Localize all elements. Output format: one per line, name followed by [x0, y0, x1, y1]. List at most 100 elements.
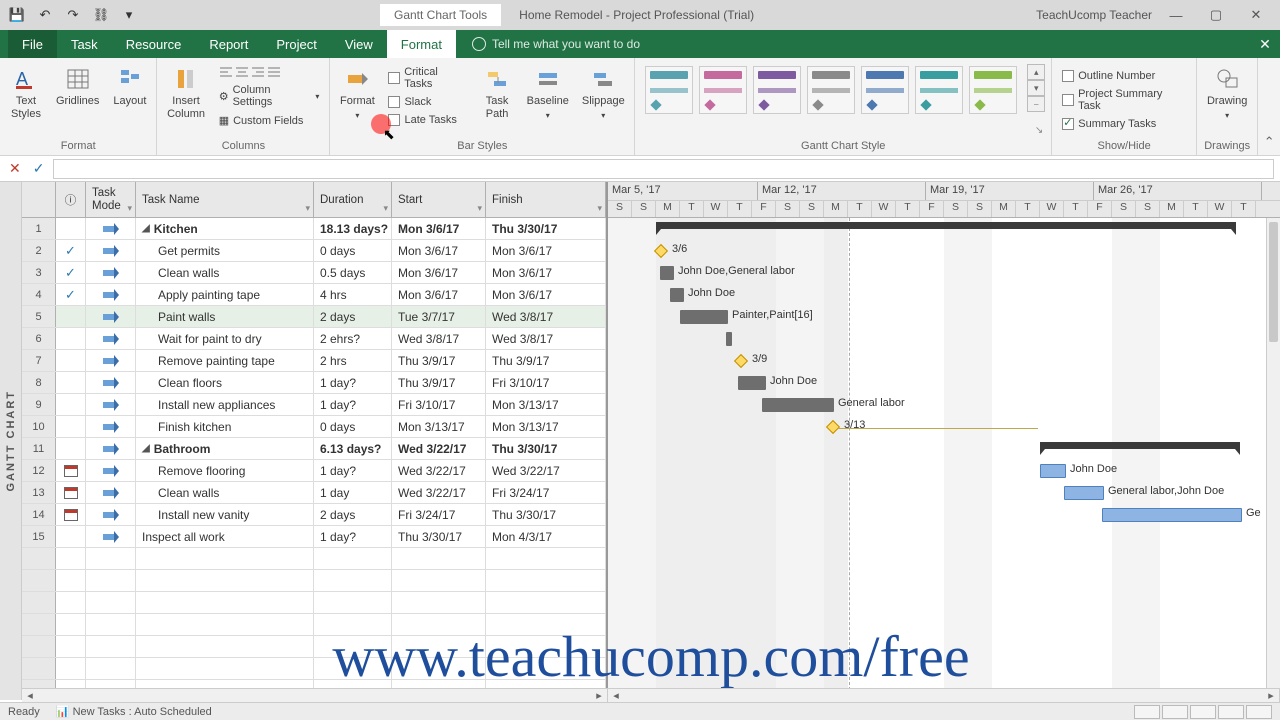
day-header: T	[1016, 201, 1040, 217]
style-swatch[interactable]	[969, 66, 1017, 114]
table-row[interactable]: 6Wait for paint to dry2 ehrs?Wed 3/8/17W…	[22, 328, 606, 350]
horizontal-scrollbar[interactable]: ◂▸ ◂▸	[22, 688, 1280, 702]
save-icon[interactable]: 💾	[6, 4, 28, 26]
style-swatch[interactable]	[645, 66, 693, 114]
group-launcher-style[interactable]: ↘	[641, 125, 1045, 136]
style-swatch[interactable]	[915, 66, 963, 114]
collapse-ribbon-icon[interactable]: ⌃	[1258, 58, 1280, 155]
bar-label: John Doe	[688, 287, 735, 299]
table-row[interactable]: 12Remove flooring1 day?Wed 3/22/17Wed 3/…	[22, 460, 606, 482]
auto-schedule-icon	[103, 399, 119, 411]
slack-checkbox[interactable]: Slack	[384, 94, 471, 110]
day-header: W	[1040, 201, 1064, 217]
entry-field[interactable]	[53, 159, 1274, 179]
summary-bar[interactable]	[656, 222, 1236, 229]
table-row[interactable]: 14Install new vanity2 daysFri 3/24/17Thu…	[22, 504, 606, 526]
tab-format[interactable]: Format	[387, 30, 456, 58]
close-button[interactable]: ✕	[1240, 4, 1272, 26]
undo-icon[interactable]: ↶	[34, 4, 56, 26]
table-row[interactable]: 4✓Apply painting tape4 hrsMon 3/6/17Mon …	[22, 284, 606, 306]
ribbon-close-button[interactable]: ✕	[1250, 30, 1280, 58]
table-row[interactable]: 15Inspect all work1 day?Thu 3/30/17Mon 4…	[22, 526, 606, 548]
insert-column-button[interactable]: Insert Column	[163, 62, 208, 120]
indicator-column-header[interactable]: ⓘ	[56, 182, 86, 217]
view-button-2[interactable]	[1162, 705, 1188, 719]
table-row[interactable]: 5Paint walls2 daysTue 3/7/17Wed 3/8/17	[22, 306, 606, 328]
tab-view[interactable]: View	[331, 30, 387, 58]
text-styles-button[interactable]: A Text Styles	[6, 62, 46, 120]
task-bar[interactable]	[762, 398, 834, 412]
accept-entry-button[interactable]: ✓	[30, 160, 48, 177]
duration-column-header[interactable]: Duration▾	[314, 182, 392, 217]
day-header: S	[776, 201, 800, 217]
task-bar[interactable]	[1102, 508, 1242, 522]
gridlines-button[interactable]: Gridlines	[52, 62, 103, 108]
outline-number-checkbox[interactable]: Outline Number	[1058, 68, 1190, 84]
maximize-button[interactable]: ▢	[1200, 4, 1232, 26]
view-button-5[interactable]	[1246, 705, 1272, 719]
task-path-button[interactable]: Task Path	[477, 62, 517, 120]
link-icon[interactable]: ⛓	[90, 4, 112, 26]
day-header: T	[1232, 201, 1256, 217]
summary-tasks-checkbox[interactable]: Summary Tasks	[1058, 116, 1190, 132]
task-name-column-header[interactable]: Task Name▾	[136, 182, 314, 217]
tab-file[interactable]: File	[8, 30, 57, 58]
table-row[interactable]: 2✓Get permits0 daysMon 3/6/17Mon 3/6/17	[22, 240, 606, 262]
auto-schedule-icon	[103, 509, 119, 521]
table-row[interactable]: 9Install new appliances1 day?Fri 3/10/17…	[22, 394, 606, 416]
cancel-entry-button[interactable]: ✕	[6, 160, 24, 177]
drawing-button[interactable]: Drawing▾	[1203, 62, 1251, 120]
tell-me-search[interactable]: Tell me what you want to do	[456, 30, 640, 58]
table-row[interactable]: 8Clean floors1 day?Thu 3/9/17Fri 3/10/17	[22, 372, 606, 394]
titlebar: 💾 ↶ ↷ ⛓ ▾ Gantt Chart Tools Home Remodel…	[0, 0, 1280, 30]
view-button-3[interactable]	[1190, 705, 1216, 719]
finish-column-header[interactable]: Finish▾	[486, 182, 606, 217]
qat-customize-icon[interactable]: ▾	[118, 4, 140, 26]
task-bar[interactable]	[680, 310, 728, 324]
task-bar[interactable]	[1040, 464, 1066, 478]
style-swatch[interactable]	[753, 66, 801, 114]
slippage-button[interactable]: Slippage▾	[578, 62, 628, 120]
tab-report[interactable]: Report	[195, 30, 262, 58]
column-settings-button[interactable]: ⚙Column Settings▾	[215, 82, 324, 110]
view-button-1[interactable]	[1134, 705, 1160, 719]
task-bar[interactable]	[670, 288, 684, 302]
task-bar[interactable]	[660, 266, 674, 280]
task-mode-column-header[interactable]: Task Mode▾	[86, 182, 136, 217]
table-row[interactable]: 3✓Clean walls0.5 daysMon 3/6/17Mon 3/6/1…	[22, 262, 606, 284]
critical-tasks-checkbox[interactable]: Critical Tasks	[384, 64, 471, 92]
start-column-header[interactable]: Start▾	[392, 182, 486, 217]
table-row[interactable]: 13Clean walls1 dayWed 3/22/17Fri 3/24/17	[22, 482, 606, 504]
tab-project[interactable]: Project	[262, 30, 330, 58]
table-row[interactable]: 11◢Bathroom6.13 days?Wed 3/22/17Thu 3/30…	[22, 438, 606, 460]
style-swatch[interactable]	[807, 66, 855, 114]
gallery-more-icon[interactable]: ⎯	[1027, 96, 1045, 112]
table-row[interactable]: 10Finish kitchen0 daysMon 3/13/17Mon 3/1…	[22, 416, 606, 438]
day-header: W	[872, 201, 896, 217]
task-bar[interactable]	[726, 332, 732, 346]
gallery-up-icon[interactable]: ▴	[1027, 64, 1045, 80]
vertical-scrollbar[interactable]	[1266, 218, 1280, 700]
view-button-4[interactable]	[1218, 705, 1244, 719]
format-dropdown-button[interactable]: Format▾	[336, 62, 378, 120]
tab-resource[interactable]: Resource	[112, 30, 196, 58]
baseline-button[interactable]: Baseline▾	[523, 62, 572, 120]
late-tasks-checkbox[interactable]: Late Tasks	[384, 112, 471, 128]
redo-icon[interactable]: ↷	[62, 4, 84, 26]
summary-bar[interactable]	[1040, 442, 1240, 449]
table-row[interactable]: 1◢Kitchen18.13 days?Mon 3/6/17Thu 3/30/1…	[22, 218, 606, 240]
document-title: Home Remodel - Project Professional (Tri…	[519, 8, 754, 22]
gantt-style-gallery[interactable]	[641, 62, 1021, 114]
gallery-down-icon[interactable]: ▾	[1027, 80, 1045, 96]
project-summary-checkbox[interactable]: Project Summary Task	[1058, 86, 1190, 114]
align-buttons[interactable]	[215, 64, 324, 80]
task-bar[interactable]	[738, 376, 766, 390]
layout-button[interactable]: Layout	[109, 62, 150, 108]
task-bar[interactable]	[1064, 486, 1104, 500]
minimize-button[interactable]: —	[1160, 4, 1192, 26]
style-swatch[interactable]	[699, 66, 747, 114]
tab-task[interactable]: Task	[57, 30, 112, 58]
style-swatch[interactable]	[861, 66, 909, 114]
table-row[interactable]: 7Remove painting tape2 hrsThu 3/9/17Thu …	[22, 350, 606, 372]
custom-fields-button[interactable]: ▦Custom Fields	[215, 112, 324, 129]
